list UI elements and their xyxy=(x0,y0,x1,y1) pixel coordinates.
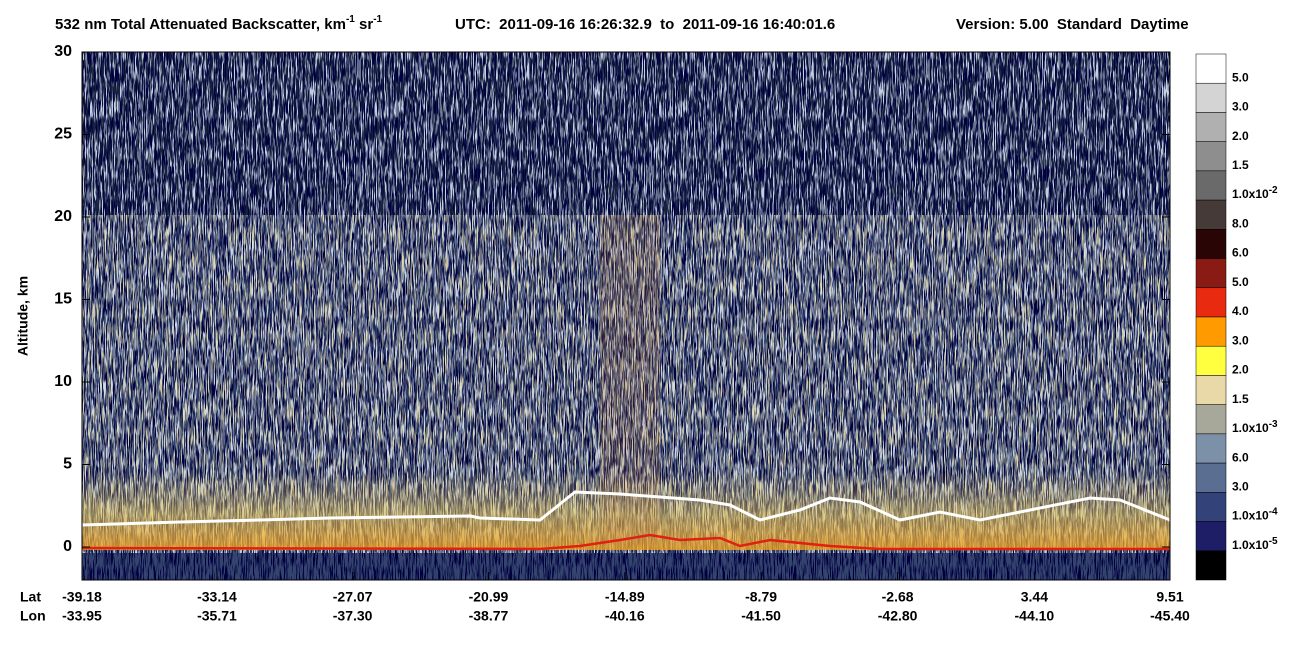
colorbar-label: 4.0 xyxy=(1232,304,1249,318)
colorbar-label: 1.0x10-3 xyxy=(1232,419,1278,436)
colorbar-box xyxy=(1195,316,1227,347)
lon-tick-label: -44.10 xyxy=(1015,608,1055,624)
colorbar-box xyxy=(1195,141,1227,172)
title-sup: -1 xyxy=(346,14,355,25)
colorbar-label: 1.5 xyxy=(1232,158,1249,172)
colorbar-label-exp: -3 xyxy=(1269,419,1278,430)
lon-tick-label: -35.71 xyxy=(197,608,237,624)
colorbar-label: 1.5 xyxy=(1232,392,1249,406)
colorbar-box xyxy=(1195,170,1227,201)
colorbar-box xyxy=(1195,287,1227,318)
colorbar-box xyxy=(1195,53,1227,84)
colorbar-box xyxy=(1195,229,1227,259)
colorbar-label: 3.0 xyxy=(1232,333,1249,347)
lat-tick-label: 9.51 xyxy=(1156,589,1183,605)
colorbar-box xyxy=(1195,375,1227,405)
version: Version: 5.00 Standard Daytime xyxy=(956,16,1189,33)
colorbar-box xyxy=(1195,521,1227,552)
lon-tick-label: -33.95 xyxy=(62,608,102,624)
lat-tick-label: -20.99 xyxy=(469,589,509,605)
colorbar-box xyxy=(1195,82,1227,113)
cloud-top xyxy=(82,490,1170,527)
lat-tick-label: -2.68 xyxy=(882,589,914,605)
x-row-label: Lat xyxy=(20,589,41,605)
lon-tick-label: -41.50 xyxy=(741,608,781,624)
lon-tick-label: -45.40 xyxy=(1150,608,1190,624)
lat-tick-label: -8.79 xyxy=(745,589,777,605)
lat-tick-label: 3.44 xyxy=(1021,589,1048,605)
y-tick-label: 20 xyxy=(54,208,72,225)
colorbar-label: 3.0 xyxy=(1232,100,1249,114)
aerosol-plume xyxy=(600,215,660,545)
colorbar-label: 6.0 xyxy=(1232,450,1249,464)
colorbar-box xyxy=(1195,199,1227,230)
colorbar-label: 2.0 xyxy=(1232,129,1249,143)
lon-tick-label: -42.80 xyxy=(878,608,918,624)
y-tick-label: 10 xyxy=(54,373,72,390)
colorbar-label: 6.0 xyxy=(1232,246,1249,260)
colorbar-box xyxy=(1195,433,1227,464)
surface-return xyxy=(82,533,1170,551)
plot-frame xyxy=(81,51,1171,581)
aerosol-layer xyxy=(82,470,1170,550)
x-row-label: Lon xyxy=(20,608,46,624)
colorbar-label: 8.0 xyxy=(1232,217,1249,231)
colorbar-label-exp: -4 xyxy=(1269,506,1278,517)
colorbar-label: 2.0 xyxy=(1232,363,1249,377)
title-sup: -1 xyxy=(373,14,382,25)
colorbar-box xyxy=(1195,492,1227,522)
colorbar-label: 3.0 xyxy=(1232,480,1249,494)
colorbar-label-base: 1.0x10 xyxy=(1232,187,1269,201)
colorbar-label-exp: -5 xyxy=(1269,535,1278,546)
lon-tick-label: -40.16 xyxy=(605,608,645,624)
colorbar-label-base: 1.0x10 xyxy=(1232,538,1269,552)
lat-tick-label: -27.07 xyxy=(333,589,373,605)
lon-tick-label: -37.30 xyxy=(333,608,373,624)
y-tick-label: 30 xyxy=(54,43,72,60)
lat-tick-label: -14.89 xyxy=(605,589,645,605)
chart-title: 532 nm Total Attenuated Backscatter, km-… xyxy=(55,14,383,33)
colorbar-box xyxy=(1195,462,1227,493)
colorbar-label-exp: -2 xyxy=(1269,185,1278,196)
colorbar-box xyxy=(1195,258,1227,289)
y-axis-label: Altitude, km xyxy=(15,276,31,356)
colorbar-box xyxy=(1195,550,1227,581)
y-tick-label: 0 xyxy=(63,538,72,555)
title-text: 532 nm Total Attenuated Backscatter, km xyxy=(55,16,346,33)
colorbar-box xyxy=(1195,345,1227,376)
colorbar-label: 1.0x10-5 xyxy=(1232,535,1278,552)
y-tick-label: 15 xyxy=(54,291,72,308)
colorbar-label-base: 1.0x10 xyxy=(1232,509,1269,523)
colorbar-label: 5.0 xyxy=(1232,275,1249,289)
colorbar-box xyxy=(1195,404,1227,435)
colorbar-label: 1.0x10-4 xyxy=(1232,506,1278,523)
subsurface-noise xyxy=(82,553,1170,580)
lat-tick-label: -39.18 xyxy=(62,589,102,605)
colorbar-label-base: 1.0x10 xyxy=(1232,421,1269,435)
lon-tick-label: -38.77 xyxy=(469,608,509,624)
lat-tick-label: -33.14 xyxy=(197,589,237,605)
curtain-image xyxy=(82,52,1170,580)
y-tick-label: 25 xyxy=(54,126,72,143)
utc-range: UTC: 2011-09-16 16:26:32.9 to 2011-09-16… xyxy=(455,16,835,33)
colorbar-box xyxy=(1195,112,1227,142)
title-text: sr xyxy=(355,16,374,33)
y-tick-label: 5 xyxy=(63,456,72,473)
colorbar-label: 1.0x10-2 xyxy=(1232,185,1278,202)
colorbar-label: 5.0 xyxy=(1232,70,1249,84)
